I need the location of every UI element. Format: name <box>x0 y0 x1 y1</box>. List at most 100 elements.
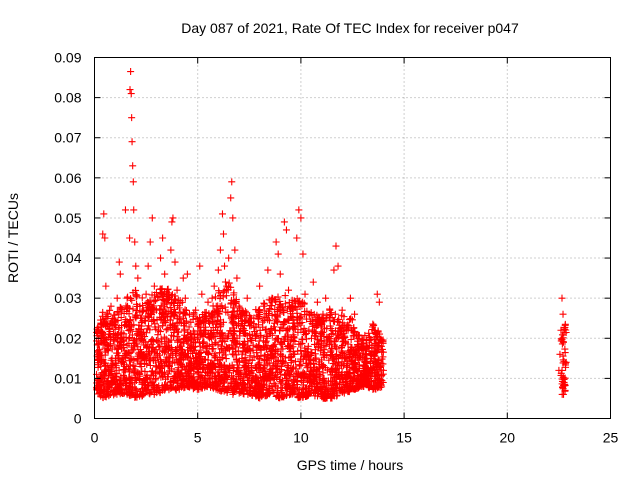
data-point <box>311 350 319 358</box>
data-point <box>144 262 152 270</box>
data-point <box>138 308 146 316</box>
data-point <box>314 336 322 344</box>
data-point <box>291 298 299 306</box>
data-point <box>344 384 352 392</box>
data-point <box>360 342 368 350</box>
data-point <box>251 334 259 342</box>
data-point <box>165 363 173 371</box>
data-point <box>309 278 317 286</box>
data-point <box>339 385 347 393</box>
data-point <box>562 363 570 371</box>
data-point <box>375 298 383 306</box>
data-point <box>315 344 323 352</box>
data-point <box>102 361 110 369</box>
data-point <box>302 359 310 367</box>
data-point <box>257 383 265 391</box>
data-point <box>164 325 172 333</box>
data-point <box>221 278 229 286</box>
data-point <box>183 270 191 278</box>
data-point <box>180 322 188 330</box>
data-point <box>111 318 119 326</box>
data-point <box>346 294 354 302</box>
data-point <box>167 246 175 254</box>
data-point <box>104 342 112 350</box>
data-point <box>134 355 142 363</box>
data-point <box>168 331 176 339</box>
data-point <box>102 282 110 290</box>
data-point <box>279 303 287 311</box>
data-point <box>188 334 196 342</box>
data-point <box>372 348 380 356</box>
y-tick-label: 0 <box>74 411 82 427</box>
data-point <box>119 358 127 366</box>
data-point <box>102 393 110 401</box>
data-point <box>157 254 165 262</box>
data-point <box>155 343 163 351</box>
data-point <box>122 333 130 341</box>
data-point <box>305 310 313 318</box>
data-point <box>253 364 261 372</box>
data-point <box>340 313 348 321</box>
data-point <box>217 374 225 381</box>
data-point <box>308 328 316 336</box>
data-point <box>155 293 163 301</box>
data-point <box>112 335 120 343</box>
data-point <box>309 356 317 364</box>
data-point <box>299 368 307 376</box>
data-point <box>273 369 281 377</box>
data-point <box>156 342 164 350</box>
y-tick-label: 0.09 <box>54 50 81 66</box>
data-point <box>221 262 229 270</box>
data-point <box>236 332 244 340</box>
data-point <box>373 290 381 298</box>
data-point <box>159 310 167 318</box>
data-point <box>174 376 182 384</box>
data-point <box>297 350 305 358</box>
data-point <box>283 326 291 334</box>
data-point <box>165 295 173 303</box>
data-point <box>240 340 248 348</box>
data-point <box>322 384 330 392</box>
data-point <box>269 386 277 394</box>
data-point <box>221 334 229 342</box>
data-point <box>211 293 219 301</box>
data-point <box>238 384 246 392</box>
data-point <box>250 375 258 383</box>
data-point <box>125 366 133 374</box>
data-point <box>104 333 112 341</box>
data-point <box>209 345 217 353</box>
data-point <box>128 374 136 382</box>
data-point <box>137 390 145 398</box>
data-point <box>324 334 332 342</box>
data-point <box>157 289 165 297</box>
data-point <box>279 353 287 361</box>
data-point <box>375 357 383 365</box>
data-point <box>330 374 338 382</box>
data-point <box>174 384 182 392</box>
data-point <box>330 266 338 274</box>
data-point <box>285 286 293 294</box>
data-point <box>194 322 202 330</box>
data-point <box>159 234 167 242</box>
data-point <box>226 362 234 370</box>
data-point <box>98 338 106 346</box>
data-point <box>97 373 105 381</box>
data-point <box>292 358 300 366</box>
data-point <box>248 391 256 399</box>
data-point <box>195 384 203 392</box>
data-point <box>114 331 122 339</box>
data-point <box>555 366 563 374</box>
data-point <box>216 246 224 254</box>
data-point <box>324 377 332 385</box>
data-point <box>371 326 379 334</box>
data-point <box>242 362 250 370</box>
data-point <box>269 352 277 360</box>
data-point <box>354 375 362 383</box>
data-point <box>143 360 151 368</box>
data-point <box>351 359 359 367</box>
data-point <box>133 312 141 320</box>
data-point <box>223 373 231 381</box>
data-point <box>215 289 223 297</box>
data-point <box>557 326 565 334</box>
data-point <box>349 377 357 385</box>
